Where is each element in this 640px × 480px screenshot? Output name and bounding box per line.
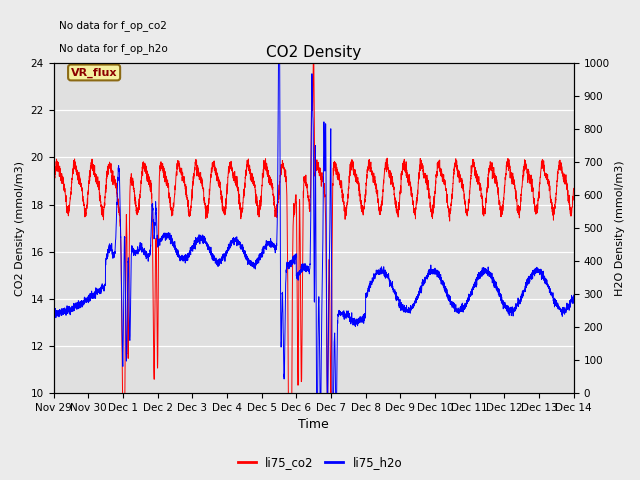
- Y-axis label: CO2 Density (mmol/m3): CO2 Density (mmol/m3): [15, 161, 25, 296]
- Text: VR_flux: VR_flux: [71, 67, 117, 78]
- X-axis label: Time: Time: [298, 419, 329, 432]
- Text: No data for f_op_co2: No data for f_op_co2: [59, 20, 166, 31]
- Y-axis label: H2O Density (mmol/m3): H2O Density (mmol/m3): [615, 160, 625, 296]
- Legend: li75_co2, li75_h2o: li75_co2, li75_h2o: [233, 452, 407, 474]
- Text: No data for f_op_h2o: No data for f_op_h2o: [59, 43, 168, 54]
- Title: CO2 Density: CO2 Density: [266, 46, 361, 60]
